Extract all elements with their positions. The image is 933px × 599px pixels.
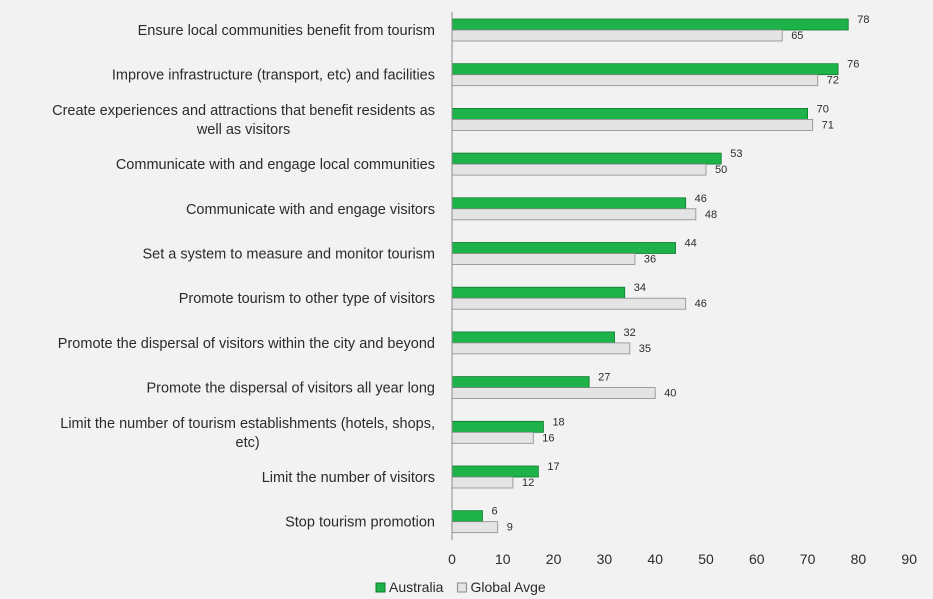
x-tick-label: 50 [698,551,714,567]
data-label-global-avge: 65 [791,30,803,42]
data-label-global-avge: 71 [822,119,834,131]
category-label: etc) [236,435,260,451]
bar-global-avge [451,387,656,400]
bar-global-avge [451,163,707,176]
data-label-australia: 27 [598,372,610,384]
x-tick-label: 20 [546,551,562,567]
x-tick-label: 10 [495,551,511,567]
data-label-global-avge: 46 [695,298,707,310]
bar-australia [451,420,544,433]
data-label-global-avge: 40 [664,388,676,400]
bar-global-avge [451,119,814,131]
data-label-global-avge: 9 [507,522,513,534]
data-label-australia: 78 [857,14,869,26]
data-label-global-avge: 72 [827,75,839,87]
category-label: Limit the number of visitors [262,470,435,486]
bar-australia [451,465,539,478]
data-label-australia: 17 [547,461,559,473]
x-tick-label: 30 [597,551,613,567]
data-label-australia: 18 [552,416,564,428]
bar-australia [451,152,722,165]
bar-global-avge [451,521,499,534]
category-label: Communicate with and engage local commun… [116,157,435,173]
x-tick-label: 60 [749,551,765,567]
bar-australia [451,63,839,76]
bar-global-avge [451,74,819,87]
data-label-australia: 32 [624,327,636,339]
bar-global-avge [451,476,514,489]
bar-australia [451,18,849,31]
legend: Australia Global Avge [375,579,546,595]
bar-global-avge [451,253,636,265]
category-label: Communicate with and engage visitors [186,202,435,218]
category-label: Ensure local communities benefit from to… [138,23,435,39]
bar-global-avge [451,297,687,310]
category-label: Improve infrastructure (transport, etc) … [112,68,435,84]
bar-australia [451,286,626,299]
bar-global-avge [451,342,631,355]
plot-area: 78 65 Ensure local communities benefit fro… [52,12,917,567]
legend-swatch-australia [375,582,386,593]
data-label-global-avge: 36 [644,254,656,266]
category-label: Promote the dispersal of visitors all ye… [146,381,435,397]
data-label-australia: 6 [491,506,497,518]
bar-australia [451,331,615,344]
legend-label-global-avge: Global Avge [470,579,545,595]
x-tick-label: 0 [448,551,456,567]
bar-australia [451,197,687,210]
data-label-australia: 76 [847,59,859,71]
category-label: Set a system to measure and monitor tour… [142,247,435,263]
data-label-global-avge: 16 [542,432,554,444]
x-tick-label: 80 [851,551,867,567]
bar-global-avge [451,29,783,42]
bar-australia [451,242,676,254]
data-label-australia: 34 [634,282,646,294]
bar-global-avge [451,208,697,221]
bar-global-avge [451,431,534,444]
category-label: Stop tourism promotion [285,515,435,531]
x-tick-label: 70 [800,551,816,567]
category-label: Promote tourism to other type of visitor… [179,291,435,307]
x-tick-label: 40 [647,551,663,567]
data-label-global-avge: 50 [715,164,727,176]
x-tick-label: 90 [901,551,917,567]
bar-australia [451,510,483,523]
bar-australia [451,108,809,120]
data-label-australia: 53 [730,148,742,160]
data-label-australia: 46 [695,193,707,205]
data-label-australia: 70 [817,103,829,115]
category-label: Limit the number of tourism establishmen… [60,416,435,432]
data-label-global-avge: 35 [639,343,651,355]
category-label: Create experiences and attractions that … [52,103,435,119]
category-label: well as visitors [196,122,290,138]
data-label-global-avge: 48 [705,209,717,221]
data-label-global-avge: 12 [522,477,534,489]
legend-swatch-global-avge [456,582,467,593]
legend-label-australia: Australia [389,579,444,595]
category-label: Promote the dispersal of visitors within… [58,336,435,352]
data-label-australia: 44 [685,238,697,250]
bar-australia [451,376,590,389]
